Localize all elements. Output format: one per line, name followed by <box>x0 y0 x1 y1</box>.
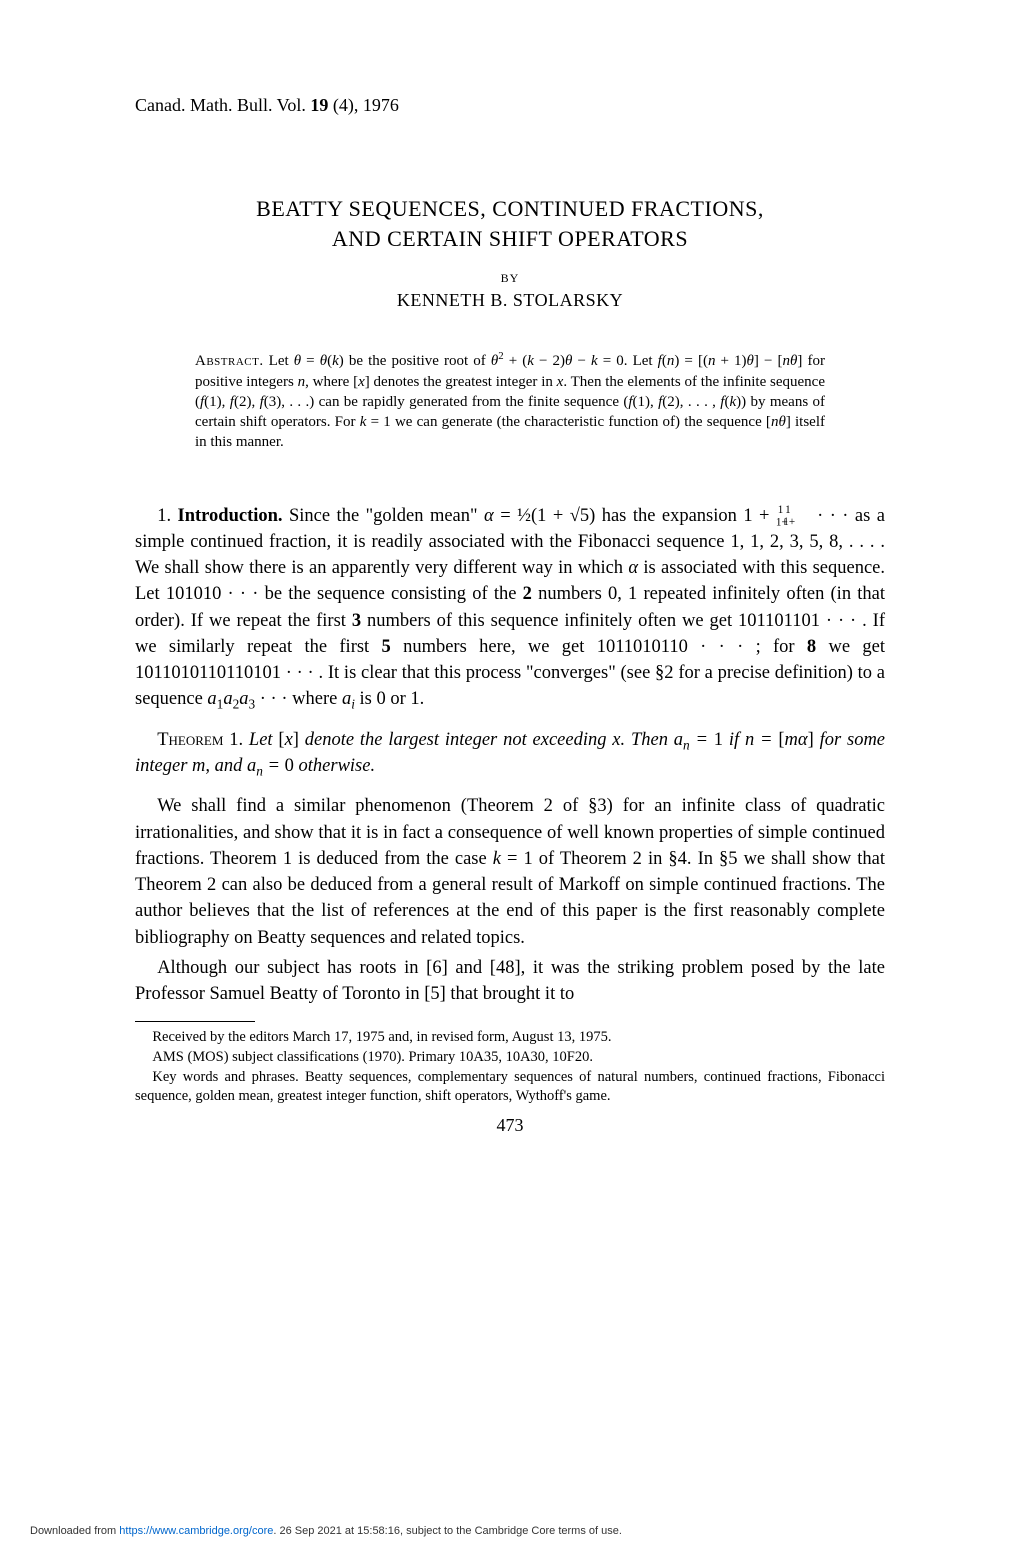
download-link[interactable]: https://www.cambridge.org/core <box>119 1525 273 1537</box>
abstract-label: Abstract. <box>195 353 264 369</box>
byline-by: BY <box>135 271 885 286</box>
journal-reference: Canad. Math. Bull. Vol. 19 (4), 1976 <box>135 95 885 116</box>
theorem-label: Theorem <box>157 730 223 750</box>
theorem-val0: 0 <box>285 756 294 776</box>
theorem-bracket: [x] <box>278 730 299 750</box>
abstract: Abstract. Let θ = θ(k) be the positive r… <box>195 351 825 452</box>
theorem-val1: 1 <box>714 730 723 750</box>
theorem-statement-3: if n = <box>723 730 778 750</box>
footnote-keywords: Key words and phrases. Beatty sequences,… <box>135 1068 885 1107</box>
abstract-text: Let θ = θ(k) be the positive root of θ2 … <box>195 353 825 450</box>
footnote-ams: AMS (MOS) subject classifications (1970)… <box>135 1048 885 1068</box>
author-name: KENNETH B. STOLARSKY <box>135 290 885 311</box>
theorem-statement: Let <box>249 730 278 750</box>
download-suffix: . 26 Sep 2021 at 15:58:16, subject to th… <box>273 1525 622 1537</box>
download-footer: Downloaded from https://www.cambridge.or… <box>30 1525 622 1537</box>
section-heading: Introduction. <box>178 506 283 526</box>
body-para-2: We shall find a similar phenomenon (Theo… <box>135 793 885 951</box>
body-para-3: Although our subject has roots in [6] an… <box>135 955 885 1008</box>
intro-text: Since the "golden mean" α = ½(1 + √5) ha… <box>135 506 885 710</box>
section-1-intro-para: 1. Introduction. Since the "golden mean"… <box>135 503 885 713</box>
para2-text: We shall find a similar phenomenon (Theo… <box>135 796 885 947</box>
page-number: 473 <box>135 1115 885 1136</box>
theorem-number: 1. <box>229 730 243 750</box>
footnote-rule <box>135 1021 255 1022</box>
footnote-received: Received by the editors March 17, 1975 a… <box>135 1028 885 1048</box>
paper-title: BEATTY SEQUENCES, CONTINUED FRACTIONS, A… <box>135 194 885 253</box>
download-prefix: Downloaded from <box>30 1525 119 1537</box>
title-line-1: BEATTY SEQUENCES, CONTINUED FRACTIONS, <box>256 196 764 221</box>
section-number: 1. <box>157 506 171 526</box>
theorem-bracket-2: [mα] <box>778 730 813 750</box>
theorem-statement-5: otherwise. <box>294 756 375 776</box>
theorem-statement-2: denote the largest integer not exceeding… <box>299 730 714 750</box>
journal-ref-text: Canad. Math. Bull. Vol. 19 (4), 1976 <box>135 95 399 115</box>
title-line-2: AND CERTAIN SHIFT OPERATORS <box>332 226 688 251</box>
theorem-1: Theorem 1. Let [x] denote the largest in… <box>135 727 885 780</box>
